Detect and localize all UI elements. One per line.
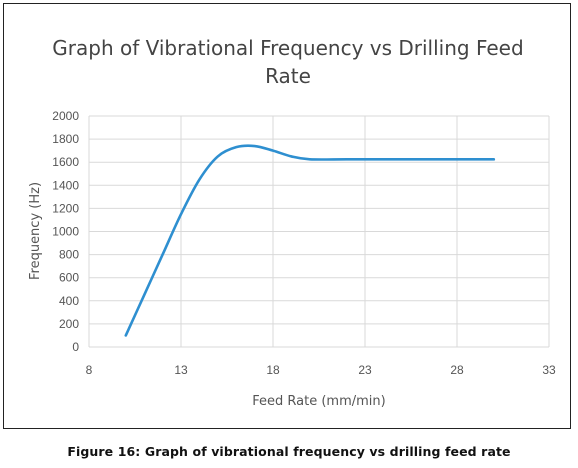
- y-tick-label: 400: [59, 294, 79, 308]
- figure-caption: Figure 16: Graph of vibrational frequenc…: [67, 444, 511, 459]
- x-tick-label: 8: [86, 363, 93, 377]
- x-tick-label: 33: [542, 363, 556, 377]
- y-tick-label: 1400: [52, 178, 79, 192]
- y-tick-label: 800: [59, 248, 79, 262]
- series-line: [124, 144, 496, 337]
- y-tick-label: 600: [59, 271, 79, 285]
- y-tick-label: 1000: [52, 225, 79, 239]
- x-tick-label: 23: [358, 363, 372, 377]
- x-axis-label: Feed Rate (mm/min): [252, 394, 385, 409]
- x-tick-label: 13: [174, 363, 188, 377]
- chart-title-line-1: Graph of Vibrational Frequency vs Drilli…: [52, 36, 523, 60]
- y-tick-label: 0: [72, 340, 79, 354]
- y-tick-label: 1200: [52, 201, 79, 215]
- x-tick-label: 28: [450, 363, 464, 377]
- chart-frame: Graph of Vibrational Frequency vs Drilli…: [3, 3, 571, 429]
- y-tick-label: 1800: [52, 132, 79, 146]
- y-axis-label: Frequency (Hz): [28, 182, 43, 280]
- tick-labels: 0 200 400 600 800 1000 1200 1400 1600 1800 2000 8 13…: [52, 109, 556, 377]
- gridlines: [88, 115, 550, 348]
- y-tick-label: 2000: [52, 109, 79, 123]
- y-tick-label: 1600: [52, 155, 79, 169]
- x-tick-label: 18: [266, 363, 280, 377]
- series-layer: [124, 144, 496, 337]
- chart-title-line-2: Rate: [265, 64, 311, 88]
- y-tick-label: 200: [59, 317, 79, 331]
- line-chart: Graph of Vibrational Frequency vs Drilli…: [28, 36, 556, 409]
